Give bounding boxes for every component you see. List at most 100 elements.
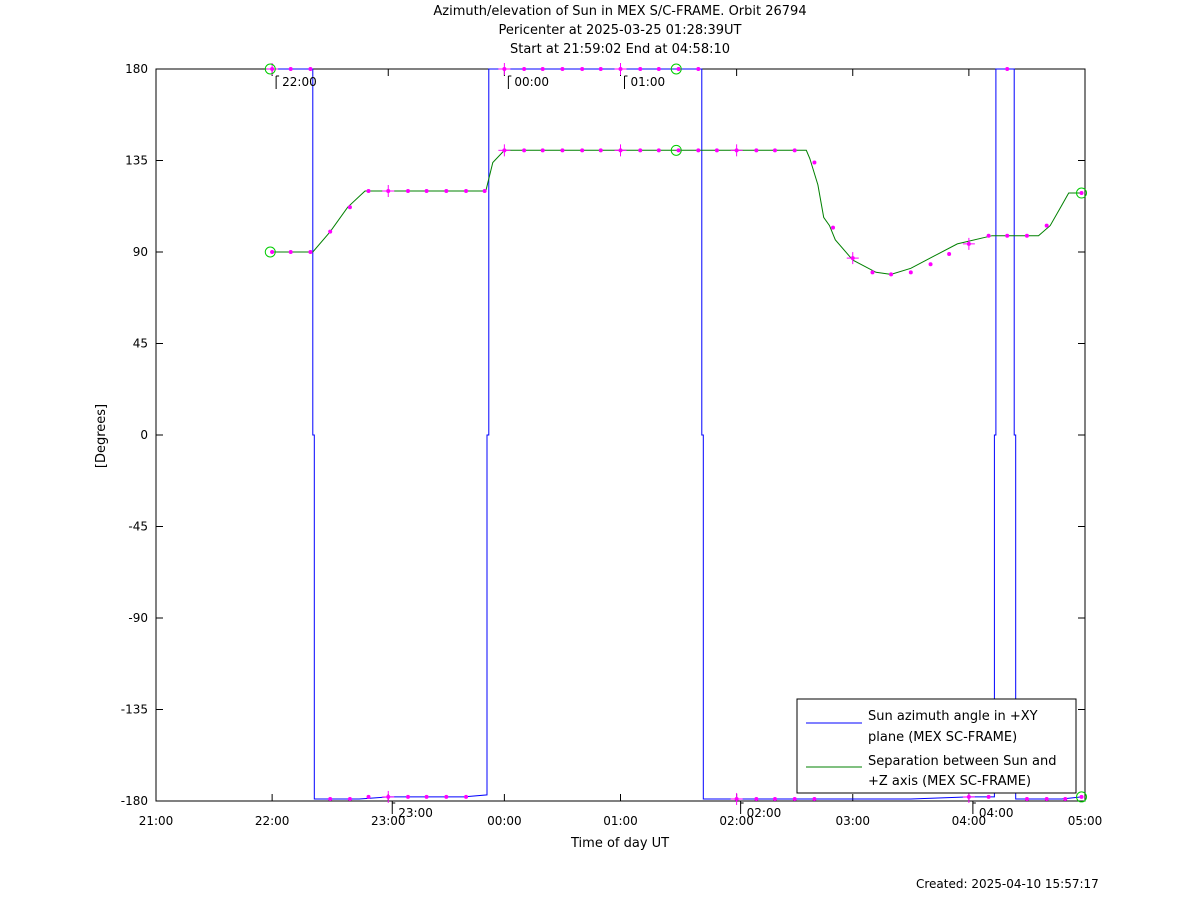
event-circle-marker <box>1076 791 1088 803</box>
x-tick-label: 05:00 <box>1068 814 1103 828</box>
azimuth-marker <box>772 796 777 801</box>
y-tick-label: -135 <box>121 703 148 717</box>
y-tick-label: -45 <box>128 520 148 534</box>
azimuth-marker <box>1044 796 1049 801</box>
hour-cross-marker <box>498 63 511 75</box>
azimuth-marker <box>638 67 643 71</box>
azimuth-marker <box>986 794 991 799</box>
plot-frame <box>155 68 1086 802</box>
separation-marker <box>482 189 487 193</box>
separation-marker <box>424 189 429 193</box>
azimuth-marker <box>812 796 817 801</box>
azimuth-marker <box>580 67 585 71</box>
hour-cross-marker <box>614 63 627 75</box>
azimuth-marker <box>366 794 371 799</box>
legend: Sun azimuth angle in +XY plane (MEX SC-F… <box>796 698 1077 794</box>
separation-marker <box>288 250 293 254</box>
time-annotation-label: 02:00 <box>747 806 782 820</box>
separation-marker <box>772 148 777 153</box>
data-markers <box>264 63 1088 805</box>
separation-marker <box>986 233 991 238</box>
separation-marker <box>405 189 410 193</box>
separation-marker <box>714 148 719 153</box>
hour-cross-marker <box>730 144 743 157</box>
separation-marker <box>540 148 545 153</box>
separation-marker <box>1079 191 1084 196</box>
separation-marker <box>366 189 371 193</box>
separation-marker <box>270 250 275 254</box>
separation-marker <box>522 148 527 153</box>
data-series <box>270 68 1082 800</box>
x-tick-label: 23:00 <box>371 814 406 828</box>
separation-marker <box>308 250 313 254</box>
separation-marker <box>1044 223 1049 228</box>
azimuth-marker <box>1005 67 1010 71</box>
hour-cross-marker <box>614 144 627 157</box>
azimuth-marker <box>1079 794 1084 799</box>
separation-marker <box>889 272 894 277</box>
x-axis-label: Time of day UT <box>571 836 670 851</box>
x-tick-label: 04:00 <box>952 814 987 828</box>
hour-cross-marker <box>382 790 395 803</box>
event-circle-marker <box>670 63 682 75</box>
time-annotation: 23:00 <box>391 801 433 820</box>
x-tick-label: 21:00 <box>139 814 174 828</box>
azimuth-marker <box>696 67 701 71</box>
event-circle-marker <box>264 246 276 258</box>
time-annotation: 04:00 <box>972 801 1013 820</box>
azimuth-marker <box>464 794 469 799</box>
azimuth-marker <box>540 67 545 71</box>
separation-marker <box>754 148 759 153</box>
separation-marker <box>908 270 913 275</box>
azimuth-marker <box>656 67 661 71</box>
legend-label-separation-line2: +Z axis (MEX SC-FRAME) <box>868 774 1031 789</box>
time-annotation: 22:00 <box>275 75 317 89</box>
separation-marker <box>347 205 352 210</box>
azimuth-marker <box>1024 796 1029 801</box>
separation-marker <box>464 189 469 193</box>
event-circle-marker <box>264 63 276 75</box>
legend-label-azimuth-line2: plane (MEX SC-FRAME) <box>868 730 1017 745</box>
azimuth-marker <box>444 794 449 799</box>
separation-marker <box>560 148 565 153</box>
separation-marker <box>1005 233 1010 238</box>
hour-cross-marker <box>730 792 743 805</box>
series-line-separation <box>270 149 1082 275</box>
azimuth-marker <box>560 67 565 71</box>
separation-marker <box>676 148 681 153</box>
time-annotation: 01:00 <box>624 75 666 89</box>
hour-cross-marker <box>266 63 279 75</box>
azimuth-marker <box>792 796 797 801</box>
separation-marker <box>696 148 701 153</box>
event-circle-marker <box>670 144 682 156</box>
time-annotation-label: 01:00 <box>631 75 666 89</box>
x-tick-label: 22:00 <box>255 814 290 828</box>
hour-cross-marker <box>498 144 511 157</box>
separation-marker <box>1024 233 1029 238</box>
legend-label-azimuth-line1: Sun azimuth angle in +XY <box>868 709 1038 724</box>
azimuth-marker <box>328 796 333 801</box>
x-tick-label: 01:00 <box>603 814 638 828</box>
time-annotation: 00:00 <box>507 75 549 89</box>
azimuth-marker <box>405 794 410 799</box>
separation-marker <box>598 148 603 153</box>
y-tick-label: -180 <box>121 794 148 808</box>
created-timestamp: Created: 2025-04-10 15:57:17 <box>916 877 1099 891</box>
x-tick-label: 02:00 <box>719 814 754 828</box>
azimuth-marker <box>1063 796 1068 801</box>
separation-marker <box>328 229 333 234</box>
separation-marker <box>444 189 449 193</box>
axis-ticks: 180 135 90 45 0 -45 -90 -135 -180 21:00 22:00 23:00… <box>121 62 1103 828</box>
event-circle-marker <box>1076 187 1088 199</box>
y-tick-label: -90 <box>128 611 148 625</box>
separation-marker <box>870 270 875 275</box>
separation-marker <box>792 148 797 153</box>
separation-marker <box>812 160 817 165</box>
legend-box <box>796 698 1077 794</box>
legend-label-separation-line1: Separation between Sun and <box>868 754 1056 769</box>
y-tick-label: 45 <box>133 337 148 351</box>
separation-marker <box>656 148 661 153</box>
chart-title: Azimuth/elevation of Sun in MEX S/C-FRAM… <box>433 4 807 19</box>
x-tick-label: 03:00 <box>835 814 870 828</box>
